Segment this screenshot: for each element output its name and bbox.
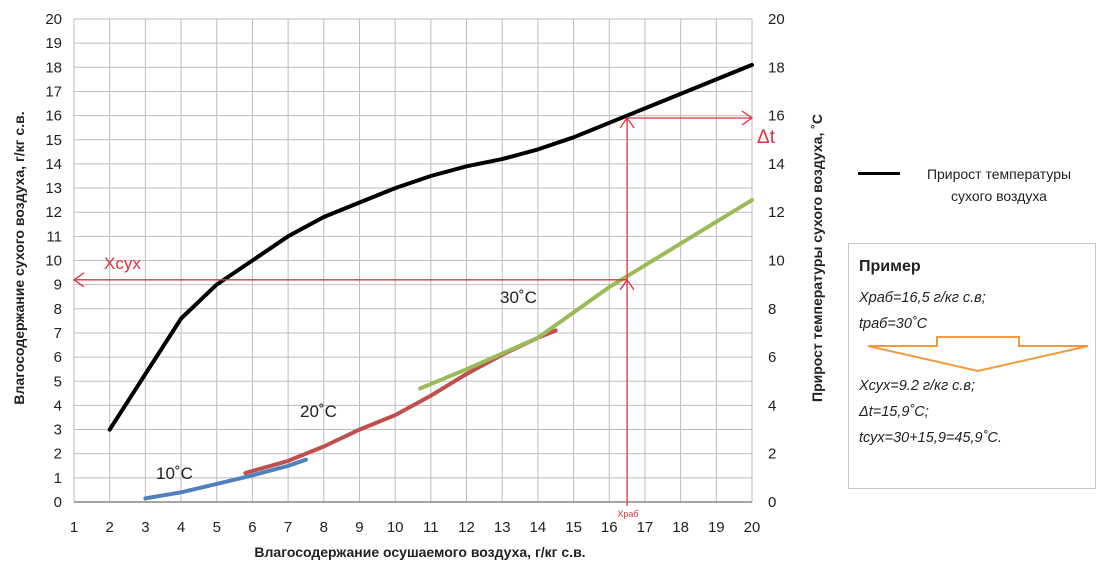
x-tick-label: 17 — [637, 519, 654, 536]
y-tick-label: 2 — [54, 446, 62, 463]
x-tick-label: 8 — [320, 519, 328, 536]
y-tick-label: 10 — [45, 253, 62, 270]
example-line-4: Δt=15,9˚С; — [859, 404, 929, 420]
y2-tick-label: 12 — [768, 204, 785, 221]
x-tick-label: 9 — [355, 519, 363, 536]
annotations — [72, 110, 754, 506]
x-tick-label: 15 — [565, 519, 582, 536]
legend-line-swatch — [858, 172, 900, 175]
x-tick-label: 2 — [106, 519, 114, 536]
y2-tick-label: 4 — [768, 397, 776, 414]
down-arrow-icon — [867, 336, 1089, 372]
y-tick-label: 17 — [45, 83, 62, 100]
y-axis-title: Влагосодержание сухого воздуха, г/кг с.в… — [11, 111, 27, 404]
x-tick-label: 10 — [387, 519, 404, 536]
arrowhead-left — [72, 272, 85, 288]
y-tick-label: 6 — [54, 349, 62, 366]
x-dry-label: Хсух — [104, 254, 141, 273]
y2-tick-label: 2 — [768, 446, 776, 463]
example-line-2: tраб=30˚С — [859, 316, 928, 332]
x-tick-label: 16 — [601, 519, 618, 536]
series-line-0 — [107, 62, 754, 432]
y2-tick-label: 20 — [768, 11, 785, 28]
y-tick-label: 20 — [45, 11, 62, 28]
y-tick-label: 15 — [45, 132, 62, 149]
y-tick-label: 8 — [54, 301, 62, 318]
legend-label-line2: сухого воздуха — [951, 188, 1047, 204]
y-tick-label: 7 — [54, 325, 62, 342]
y2-tick-labels: 0 2 4 6 8 10 12 14 16 18 20 — [768, 11, 785, 511]
example-title: Пример — [859, 258, 921, 275]
y2-tick-label: 18 — [768, 59, 785, 76]
y-tick-label: 14 — [45, 156, 62, 173]
y-tick-label: 16 — [45, 108, 62, 125]
y2-tick-label: 16 — [768, 108, 785, 125]
y-tick-label: 5 — [54, 373, 62, 390]
legend-text: Прирост температуры сухого воздуха — [904, 163, 1094, 207]
x-tick-label: 7 — [284, 519, 292, 536]
x-tick-label: 3 — [141, 519, 149, 536]
y-tick-label: 19 — [45, 35, 62, 52]
x-tick-label: 4 — [177, 519, 185, 536]
y-tick-label: 13 — [45, 180, 62, 197]
x-tick-label: 5 — [213, 519, 221, 536]
x-axis-title: Влагосодержание осушаемого воздуха, г/кг… — [254, 544, 585, 560]
y-tick-label: 9 — [54, 277, 62, 294]
x-work-label: Храб — [617, 509, 638, 519]
example-line-5: tсух=30+15,9=45,9˚С. — [859, 430, 1002, 446]
y-tick-label: 3 — [54, 422, 62, 439]
legend-label-line1: Прирост температуры — [926, 166, 1072, 182]
x-tick-label: 18 — [672, 519, 689, 536]
arrowhead-right — [741, 110, 754, 126]
y2-tick-label: 10 — [768, 253, 785, 270]
series-label-10c: 10˚С — [156, 464, 193, 483]
y-tick-label: 4 — [54, 397, 62, 414]
x-tick-label: 12 — [458, 519, 475, 536]
chart: 1 2 3 4 5 6 7 8 9 10 11 12 13 14 15 16 17 18 19 20 01234567… — [11, 11, 825, 560]
y2-tick-label: 0 — [768, 494, 776, 511]
example-line-3: Хсух=9.2 г/кг с.в; — [859, 378, 975, 394]
x-tick-label: 14 — [530, 519, 547, 536]
x-tick-label: 20 — [744, 519, 761, 536]
x-tick-label: 11 — [423, 519, 439, 536]
y2-tick-label: 8 — [768, 301, 776, 318]
series-line-3 — [418, 198, 754, 391]
x-tick-label: 13 — [494, 519, 511, 536]
y2-tick-label: 6 — [768, 349, 776, 366]
series-group — [107, 62, 754, 501]
series-label-30c: 30˚С — [500, 288, 537, 307]
x-tick-label: 1 — [70, 519, 78, 536]
y2-tick-label: 14 — [768, 156, 785, 173]
x-tick-label: 6 — [248, 519, 256, 536]
series-line-1 — [143, 457, 308, 501]
example-box: Пример Храб=16,5 г/кг с.в; tраб=30˚С Хсу… — [848, 243, 1096, 489]
y2-axis-title: Прирост температуры сухого воздуха, ˚С — [809, 114, 825, 402]
y-tick-label: 1 — [54, 470, 62, 487]
y-tick-label: 12 — [45, 204, 62, 221]
y-tick-label: 0 — [54, 494, 62, 511]
example-line-1: Храб=16,5 г/кг с.в; — [859, 290, 986, 306]
delta-t-label: Δt — [757, 127, 776, 148]
y-tick-label: 18 — [45, 59, 62, 76]
y-tick-label: 11 — [46, 228, 62, 245]
x-tick-labels: 1 2 3 4 5 6 7 8 9 10 11 12 13 14 15 16 17 18 19 20 — [70, 519, 761, 536]
x-tick-label: 19 — [708, 519, 725, 536]
series-label-20c: 20˚С — [300, 402, 337, 421]
